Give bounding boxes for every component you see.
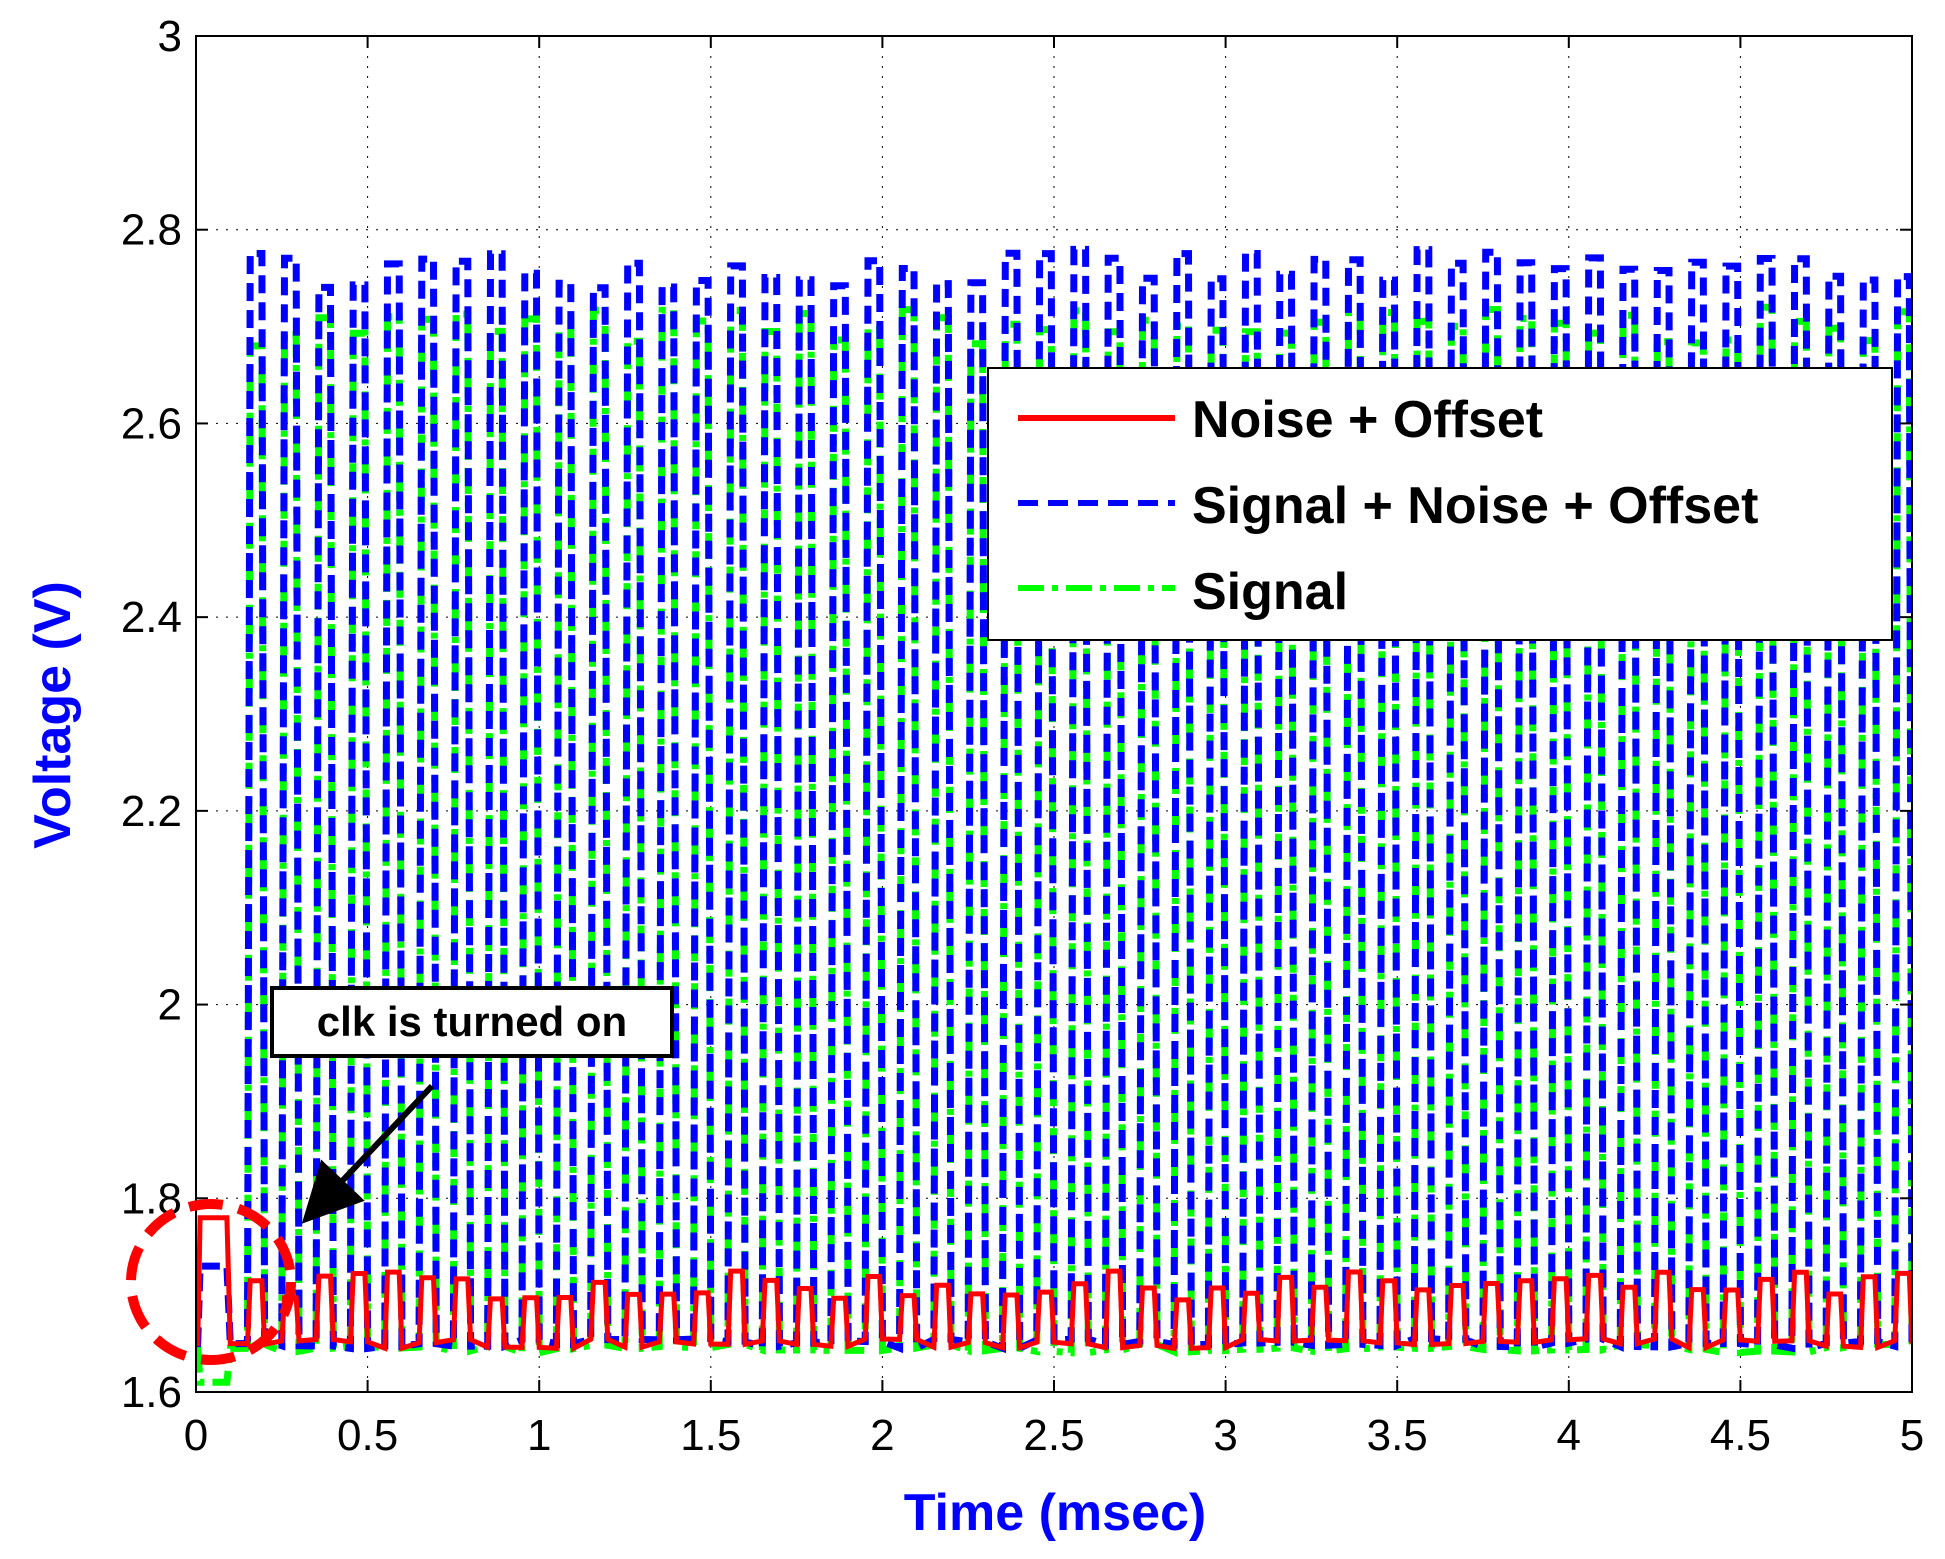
y-tick-label: 3 (158, 12, 182, 61)
y-tick-labels: 1.61.822.22.42.62.83 (121, 12, 182, 1417)
legend-label-signal: Signal (1192, 563, 1348, 621)
x-tick-label: 2 (870, 1411, 894, 1460)
y-tick-label: 2.6 (121, 399, 182, 448)
annotation-box (270, 986, 674, 1058)
x-tick-label: 4.5 (1710, 1411, 1771, 1460)
legend: Noise + Offset Signal + Noise + Offset S… (987, 367, 1893, 641)
y-tick-label: 2.4 (121, 593, 182, 642)
annotation-text: clk is turned on (317, 998, 627, 1045)
annotation-arrow (301, 1083, 435, 1224)
legend-label-signal-noise-offset: Signal + Noise + Offset (1192, 477, 1758, 535)
x-tick-label: 3.5 (1367, 1411, 1428, 1460)
axis-ticks (195, 35, 1913, 1393)
x-tick-label: 1 (527, 1411, 551, 1460)
legend-label-noise-offset: Noise + Offset (1192, 391, 1543, 449)
x-tick-label: 2.5 (1023, 1411, 1084, 1460)
y-tick-label: 2.8 (121, 206, 182, 255)
series-noise-offset (196, 1215, 1912, 1353)
y-tick-label: 2 (158, 981, 182, 1030)
y-tick-label: 2.2 (121, 787, 182, 836)
x-tick-label: 3 (1213, 1411, 1237, 1460)
x-tick-label: 0 (184, 1411, 208, 1460)
x-axis-label: Time (msec) (904, 1484, 1207, 1542)
x-tick-label: 4 (1557, 1411, 1581, 1460)
clk-highlight-circle (126, 1199, 296, 1365)
clk-annotation: clk is turned on (126, 986, 674, 1365)
y-axis-label: Voltage (V) (24, 581, 82, 849)
series-layer (196, 245, 1912, 1386)
y-tick-label: 1.6 (121, 1368, 182, 1417)
x-tick-label: 5 (1900, 1411, 1924, 1460)
x-tick-label: 1.5 (680, 1411, 741, 1460)
x-tick-labels: 0 0.5 1 1.5 2 2.5 3 3.5 4 4.5 5 (184, 1411, 1924, 1460)
x-tick-label: 0.5 (337, 1411, 398, 1460)
